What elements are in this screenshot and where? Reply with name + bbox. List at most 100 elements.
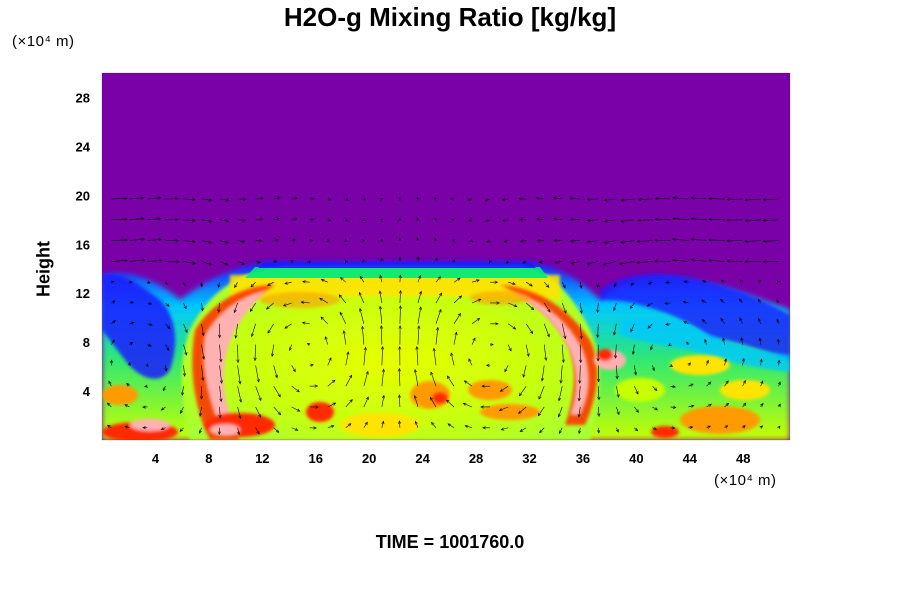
wind-arrow (271, 344, 274, 357)
wind-arrow-head (654, 196, 659, 201)
wind-arrow-head (242, 239, 246, 243)
wind-arrow-head (294, 427, 299, 431)
wind-arrow-head (238, 415, 242, 419)
wind-arrow-head (258, 239, 263, 243)
wind-arrow-head (277, 411, 282, 416)
wind-arrow (778, 381, 781, 387)
wind-arrow (553, 218, 563, 221)
wind-arrow-head (618, 262, 623, 266)
wind-arrow-head (547, 308, 551, 313)
wind-arrow (463, 403, 473, 408)
wind-arrow (234, 282, 238, 288)
wind-arrow-head (489, 259, 492, 264)
y-tick-label: 28 (76, 90, 90, 105)
wind-arrow-head (500, 427, 505, 431)
wind-arrow-head (338, 294, 343, 298)
wind-arrow (587, 240, 599, 243)
wind-arrow-head (364, 421, 368, 426)
wind-arrow-head (586, 218, 591, 222)
wind-arrow (520, 427, 527, 432)
wind-arrow-head (707, 381, 712, 385)
wind-arrow-head (192, 240, 196, 244)
wind-arrow (325, 336, 329, 345)
wind-arrow (327, 402, 336, 408)
wind-arrow-head (569, 196, 574, 201)
wind-arrow-head (672, 217, 676, 221)
wind-arrow-head (208, 240, 213, 244)
wind-arrow (664, 302, 671, 304)
wind-arrow-head (217, 309, 221, 313)
wind-arrow-head (226, 198, 230, 202)
wind-arrow (111, 198, 127, 200)
wind-arrow-head (561, 359, 565, 364)
wind-arrow (237, 386, 242, 403)
wind-arrow-head (175, 197, 179, 201)
wind-arrow-head (379, 274, 383, 279)
wind-arrow-head (708, 217, 712, 221)
wind-arrow (363, 347, 366, 366)
wind-arrow-head (106, 424, 111, 428)
wind-arrow-head (636, 239, 641, 243)
wind-arrow (558, 406, 563, 417)
wind-arrow-head (142, 258, 146, 262)
cell-top-edge (245, 267, 548, 278)
wind-arrow (603, 240, 617, 243)
wind-arrow (201, 261, 212, 266)
wind-arrow-head (431, 421, 435, 426)
wind-arrow (129, 322, 135, 325)
wind-arrow-head (476, 279, 480, 283)
wind-arrow-head (777, 425, 781, 430)
wind-arrow-head (416, 256, 420, 260)
wind-arrow (655, 218, 671, 221)
wind-arrow (613, 282, 617, 287)
wind-arrow-head (219, 398, 223, 403)
wind-arrow (500, 385, 509, 392)
wind-arrow-head (256, 430, 260, 435)
wind-arrow-head (499, 388, 504, 392)
wind-arrow (706, 381, 712, 387)
wind-arrow-head (437, 276, 441, 280)
wind-arrow (706, 403, 712, 408)
wind-arrow-head (520, 239, 524, 243)
arc-right-inner (510, 292, 589, 415)
wind-arrow (273, 365, 278, 378)
wind-arrow (701, 299, 707, 304)
wind-arrow-head (166, 347, 170, 351)
wind-arrow-head (166, 325, 171, 330)
wind-arrow-head (141, 217, 145, 221)
wind-arrow (111, 339, 115, 345)
wind-arrow-head (328, 357, 332, 361)
wind-arrow-head (362, 197, 367, 201)
wind-arrow (180, 406, 184, 414)
wind-arrow-head (578, 430, 582, 435)
wind-arrow (525, 302, 534, 310)
wind-arrow-head (758, 317, 761, 322)
wind-arrow-head (439, 292, 443, 297)
wind-arrow-head (552, 217, 557, 221)
wind-arrow (720, 318, 725, 324)
wind-arrow (587, 219, 599, 221)
wind-arrow (107, 402, 112, 408)
wind-arrow (165, 323, 171, 329)
wind-arrow-head (579, 359, 583, 364)
wind-arrow-head (379, 325, 383, 329)
wind-arrow (147, 260, 163, 262)
wind-arrow (722, 338, 725, 345)
x-tick-label: 36 (576, 451, 590, 466)
wind-arrow-head (538, 260, 543, 264)
wind-arrow-head (398, 256, 402, 260)
wind-arrow-head (184, 352, 188, 356)
wind-arrow-head (381, 368, 385, 373)
wind-arrow-head (762, 198, 766, 202)
wind-arrow-head (637, 197, 642, 202)
wind-arrow (604, 198, 617, 201)
wind-arrow-head (545, 284, 550, 288)
wind-arrow (672, 259, 689, 262)
wind-arrow-head (596, 358, 600, 362)
wind-arrow-head (647, 325, 651, 329)
wind-arrow-head (398, 420, 402, 424)
upper-boundary-wisp-left (102, 274, 176, 379)
wind-arrow-head (330, 425, 335, 429)
wind-arrow-head (418, 306, 422, 310)
wind-arrow (283, 302, 292, 307)
